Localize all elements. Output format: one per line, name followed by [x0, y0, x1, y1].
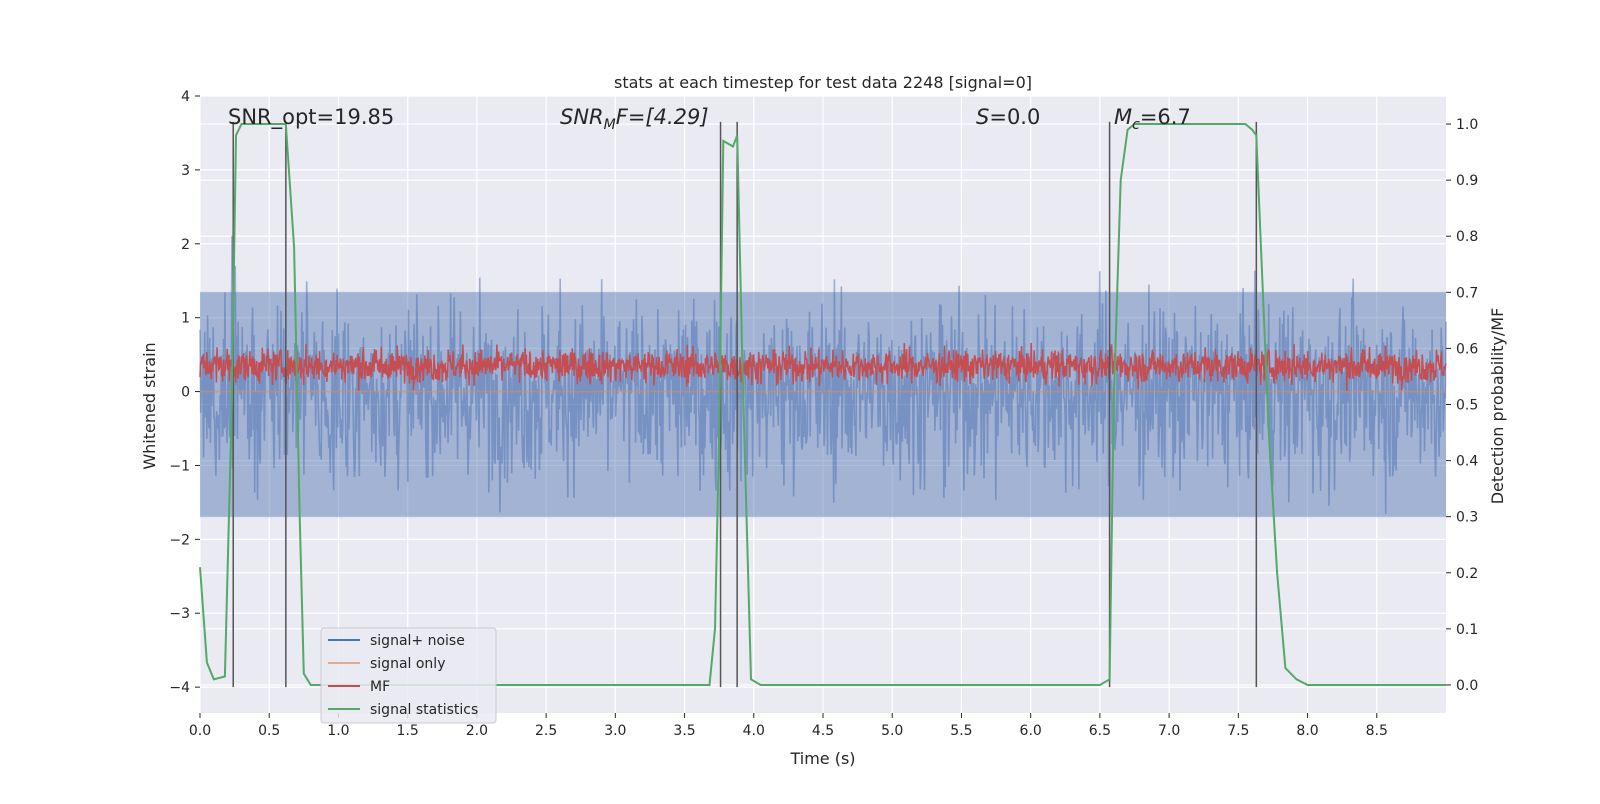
legend-label-signal-only: signal only	[370, 656, 445, 672]
y2-tick-label-2: 0.2	[1456, 566, 1478, 582]
y-tick-label-8: 4	[181, 89, 190, 105]
y-axis-label: Whitened strain	[140, 342, 159, 469]
legend-box	[320, 627, 497, 724]
x-tick-label-14: 7.0	[1158, 723, 1180, 739]
legend-label-mf: MF	[370, 679, 390, 695]
legend-label-signal-noise: signal+ noise	[370, 633, 465, 649]
y2-tick-label-9: 0.9	[1456, 173, 1478, 189]
annotation-s: S=0.0	[976, 105, 1040, 129]
annotation-snr-opt: SNR_opt=19.85	[228, 105, 394, 130]
x-tick-label-4: 2.0	[466, 723, 488, 739]
x-tick-label-0: 0.0	[189, 723, 211, 739]
x-tick-label-10: 5.0	[881, 723, 903, 739]
x-tick-label-3: 1.5	[397, 723, 419, 739]
y2-tick-label-7: 0.7	[1456, 285, 1478, 301]
y-tick-label-7: 3	[181, 163, 190, 179]
y2-tick-label-10: 1.0	[1456, 117, 1478, 133]
x-axis-label: Time (s)	[789, 749, 855, 768]
signal-noise-band	[200, 291, 1446, 518]
y2-tick-label-3: 0.3	[1456, 510, 1478, 526]
x-tick-label-9: 4.5	[812, 723, 834, 739]
x-tick-label-5: 2.5	[535, 723, 557, 739]
chart-title: stats at each timestep for test data 224…	[614, 73, 1032, 92]
y-tick-label-6: 2	[181, 237, 190, 253]
mf-line	[199, 342, 1447, 391]
annotation-mc: Mc=6.7	[1114, 105, 1191, 133]
legend: signal+ noise signal only MF signal stat…	[320, 627, 497, 724]
y2-tick-label-0: 0.0	[1456, 678, 1478, 694]
y-ticks: −4 −3 −2 −1 0 1 2 3 4	[169, 89, 200, 696]
y2-tick-label-6: 0.6	[1456, 341, 1478, 357]
x-tick-label-16: 8.0	[1296, 723, 1318, 739]
y2-axis-label: Detection probability/MF	[1488, 308, 1507, 505]
y-tick-label-3: −1	[169, 458, 190, 474]
y2-tick-label-4: 0.4	[1456, 454, 1478, 470]
mf-series	[199, 342, 1447, 391]
x-tick-label-17: 8.5	[1366, 723, 1388, 739]
signal-noise-line	[199, 235, 1447, 515]
legend-label-signal-statistics: signal statistics	[370, 702, 478, 718]
x-tick-label-12: 6.0	[1020, 723, 1042, 739]
y-tick-label-1: −3	[169, 606, 190, 622]
x-tick-label-8: 4.0	[743, 723, 765, 739]
x-tick-label-2: 1.0	[327, 723, 349, 739]
x-tick-label-1: 0.5	[258, 723, 280, 739]
y2-tick-label-1: 0.1	[1456, 622, 1478, 638]
y-tick-label-4: 0	[181, 385, 190, 401]
y-tick-label-5: 1	[181, 311, 190, 327]
y2-tick-label-8: 0.8	[1456, 229, 1478, 245]
y2-ticks: 0.0 0.1 0.2 0.3 0.4 0.5 0.6 0.7 0.8 0.9 1.0	[1446, 117, 1478, 694]
x-tick-label-7: 3.5	[673, 723, 695, 739]
x-tick-label-6: 3.0	[604, 723, 626, 739]
x-ticks: 0.0 0.5 1.0 1.5 2.0 2.5 3.0 3.5 4.0 4.5 5.0 5.5 6.0 6…	[189, 713, 1388, 739]
signal-statistics-line	[199, 123, 1446, 686]
x-tick-label-15: 7.5	[1227, 723, 1249, 739]
x-tick-label-13: 6.5	[1089, 723, 1111, 739]
signal-noise-series	[199, 235, 1447, 518]
y2-tick-label-5: 0.5	[1456, 398, 1478, 414]
y-tick-label-2: −2	[169, 532, 190, 548]
signal-statistics-series	[199, 123, 1446, 686]
annotation-snr-mf: SNRMF=[4.29]	[560, 105, 709, 133]
y-tick-label-0: −4	[169, 680, 190, 696]
x-tick-label-11: 5.5	[950, 723, 972, 739]
